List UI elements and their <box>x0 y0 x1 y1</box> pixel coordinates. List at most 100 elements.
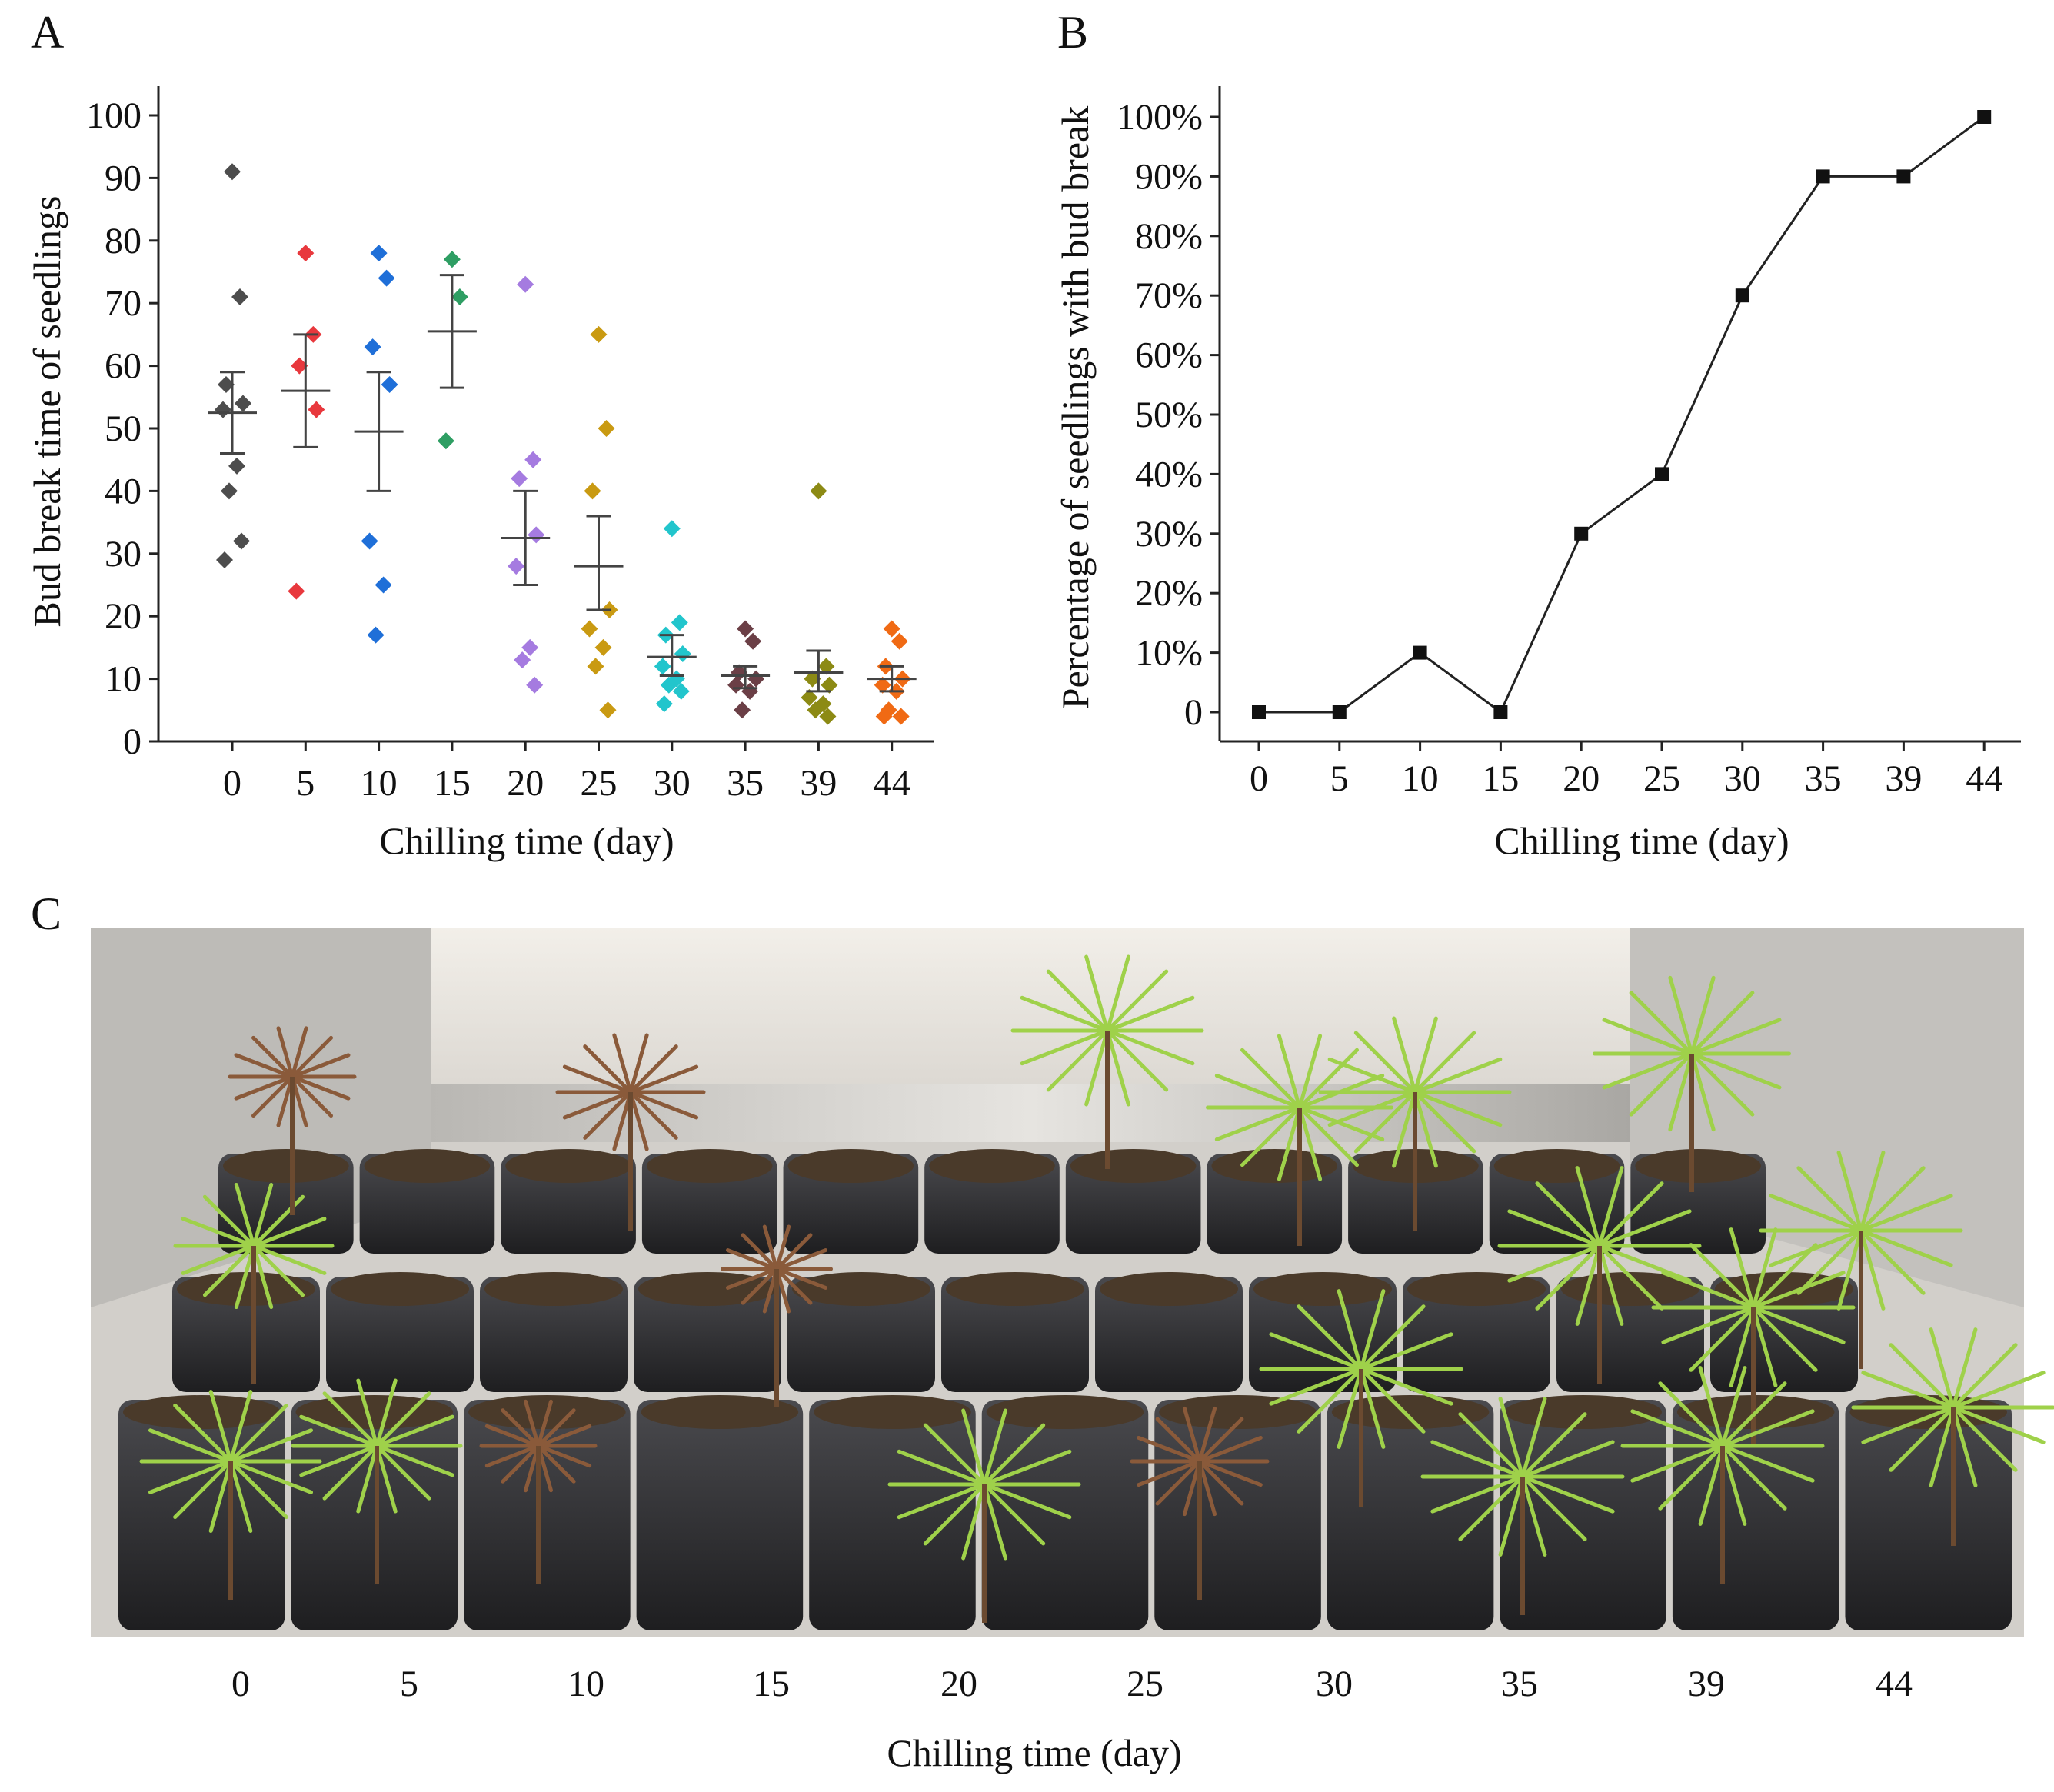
photo-seedling-needle <box>1689 1243 1756 1310</box>
photo-seedling-needle <box>1337 1367 1363 1449</box>
photo-seedling-needle <box>1105 995 1195 1033</box>
photo-seedling-needle <box>1720 1444 1787 1511</box>
chart-a-point <box>216 551 233 568</box>
photo-seedling-needle <box>1689 991 1755 1056</box>
photo-seedling-needle <box>1458 1474 1525 1541</box>
photo-seedling-needle <box>1689 1051 1716 1132</box>
chart-a-point <box>737 620 754 638</box>
chart-a-point <box>233 532 250 550</box>
photo-seedling-needle <box>1751 1243 1818 1310</box>
photo-seedling-needle <box>628 1064 699 1094</box>
photo-seedling-needle <box>1751 1271 1846 1310</box>
photo-seedling-needle <box>1197 1459 1244 1506</box>
chart-b-x-tick-label: 10 <box>1402 758 1439 799</box>
photo-seedling-needle <box>290 1026 308 1079</box>
photo-seedling-needle <box>982 1482 1072 1520</box>
chart-a-point <box>364 338 381 356</box>
photo-seedling-needle <box>322 1444 379 1501</box>
photo-back-wall <box>431 928 1630 1109</box>
chart-a-y-tick-label: 100 <box>86 95 141 136</box>
photo-seedling-needle <box>1720 1381 1787 1448</box>
photo-seedling-needle <box>1084 1028 1110 1107</box>
photo-seedling-needle <box>1182 1406 1202 1464</box>
chart-a-point <box>215 401 231 418</box>
photo-seedling-needle <box>1689 1018 1782 1056</box>
chart-a-y-tick-label: 20 <box>105 596 141 637</box>
chart-a-y-tick-label: 80 <box>105 221 141 261</box>
photo-seedling-needle <box>173 1403 233 1464</box>
photo-seedling-needle <box>1353 1090 1417 1154</box>
photo-seedling-needle <box>982 1423 1046 1487</box>
photo-seedling-needle <box>1413 1090 1503 1127</box>
photo-seedling-needle <box>1520 1474 1615 1514</box>
chart-a-x-tick-label: 30 <box>654 763 691 804</box>
photo-seedling-needle <box>1689 1305 1756 1372</box>
photo-seedling-needle <box>1297 1367 1363 1434</box>
chart-a-y-axis: 0 10 20 30 40 50 60 70 80 90 100 <box>86 95 158 762</box>
photo-seedling-needle <box>1520 1412 1587 1479</box>
photo-seedling-needle <box>1277 1105 1302 1181</box>
chart-a-point <box>584 482 601 500</box>
photo-seedling-needle <box>1836 1228 1863 1311</box>
photo-seedling-needle <box>228 1390 253 1464</box>
photo-seedling-needle <box>228 1403 288 1464</box>
photo-seedling-needle <box>234 1074 295 1101</box>
chart-a-y-tick-label: 30 <box>105 534 141 575</box>
photo-x-tick-label: 25 <box>1127 1664 1163 1704</box>
photo-seedling-needle <box>484 1444 541 1468</box>
photo-seedling-needle <box>1597 1244 1664 1311</box>
chart-a-point <box>291 357 308 375</box>
photo-seedling-needle <box>923 1423 987 1487</box>
photo-pot-soil <box>223 1149 349 1183</box>
photo-seedling-needle <box>251 1244 327 1275</box>
photo-seedling-needle <box>228 1459 288 1520</box>
photo-seedling-needle <box>1751 1305 1818 1372</box>
photo-pot-soil <box>641 1395 799 1429</box>
photo-seedling-needle <box>1668 975 1694 1056</box>
photo-seedling-needle <box>1597 1181 1664 1248</box>
photo-seedling-needle <box>1507 1209 1602 1248</box>
chart-a-y-tick-label: 90 <box>105 158 141 198</box>
photo-seedling-needle <box>251 1244 305 1297</box>
photo-pot <box>1845 1400 2012 1630</box>
chart-b-x-label: Chilling time (day) <box>1494 819 1789 862</box>
chart-b-point <box>1896 169 1911 184</box>
chart-b-y-tick-label: 40% <box>1135 454 1203 495</box>
chart-b-x-tick-label: 44 <box>1966 758 2002 799</box>
photo-pot-soil <box>986 1395 1144 1429</box>
photo-pot <box>172 1277 320 1392</box>
chart-b-x-tick-label: 39 <box>1885 758 1922 799</box>
photo-pot <box>809 1400 976 1630</box>
photo-seedling-needle <box>1297 1034 1323 1110</box>
photo-seedling-needle <box>1392 1016 1417 1094</box>
photo-seedling-needle <box>1327 1090 1417 1127</box>
chart-a-point <box>218 376 235 394</box>
chart-a-point <box>581 620 598 638</box>
photo-pot-soil <box>1211 1149 1338 1183</box>
photo-seedling-needle <box>1046 969 1110 1033</box>
photo-seedling-needle <box>276 1026 295 1079</box>
photo-seedling-needle <box>1602 1051 1694 1090</box>
photo-pot-soil <box>1070 1149 1197 1183</box>
chart-a-point <box>594 638 612 656</box>
photo-seedling-needle <box>290 1053 351 1079</box>
chart-a-point <box>526 676 544 694</box>
photo-pot-soil <box>364 1149 491 1183</box>
photo-seedling-needle <box>356 1444 379 1514</box>
panel-c-label: C <box>31 888 62 939</box>
chart-a-point <box>224 163 241 181</box>
chart-b-points <box>1252 110 1992 719</box>
photo-seedling-needle <box>1084 954 1110 1033</box>
photo-seedling-needle <box>1661 1271 1756 1310</box>
photo-seedling-needle <box>774 1233 813 1271</box>
chart-a-x-axis: 0 5 10 15 20 25 30 35 39 44 <box>223 741 910 804</box>
photo-seedling-needle <box>181 1244 256 1275</box>
photo-seedling-needle <box>1359 1367 1386 1449</box>
photo-pot-soil <box>1849 1395 2007 1429</box>
photo-seedling-needle <box>1597 1166 1624 1248</box>
photo-seedling-needle <box>562 1064 633 1094</box>
chart-a-point <box>674 645 691 663</box>
photo-seedling-needle <box>961 1482 987 1561</box>
photo-seedling-needle <box>251 1217 327 1248</box>
photo-seedling-needle <box>1413 1031 1476 1094</box>
